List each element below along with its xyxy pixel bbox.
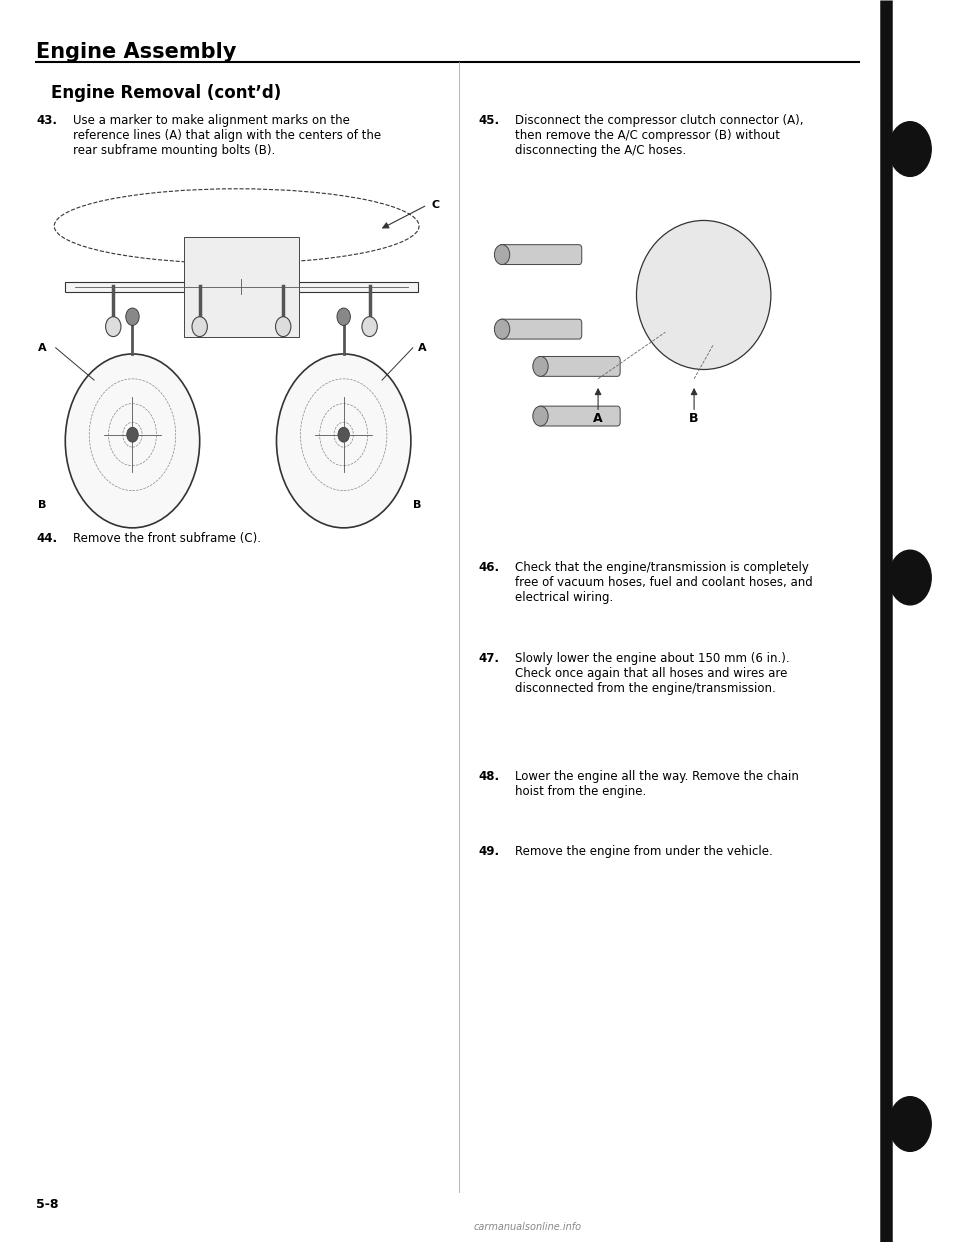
Text: Check that the engine/transmission is completely
free of vacuum hoses, fuel and : Check that the engine/transmission is co… [515,561,812,605]
Circle shape [889,122,931,176]
Text: Remove the engine from under the vehicle.: Remove the engine from under the vehicle… [515,845,772,857]
FancyBboxPatch shape [65,282,418,292]
Text: A: A [38,343,47,353]
Circle shape [889,550,931,605]
Circle shape [338,427,349,442]
Circle shape [126,308,139,325]
Text: 48.: 48. [478,770,499,782]
Text: carmanualsonline.info: carmanualsonline.info [474,1222,582,1232]
Circle shape [494,319,510,339]
FancyBboxPatch shape [499,245,582,265]
FancyBboxPatch shape [499,319,582,339]
Text: A: A [593,412,603,425]
Circle shape [65,354,200,528]
Circle shape [276,317,291,337]
Text: Remove the front subframe (C).: Remove the front subframe (C). [73,532,261,544]
Circle shape [533,356,548,376]
Text: B: B [689,412,699,425]
Ellipse shape [636,221,771,370]
Circle shape [533,406,548,426]
Text: 43.: 43. [36,114,58,127]
Text: 46.: 46. [478,561,499,574]
Text: 44.: 44. [36,532,58,544]
FancyBboxPatch shape [538,406,620,426]
FancyBboxPatch shape [483,180,850,435]
Text: Slowly lower the engine about 150 mm (6 in.).
Check once again that all hoses an: Slowly lower the engine about 150 mm (6 … [515,652,789,696]
Circle shape [192,317,207,337]
Circle shape [494,245,510,265]
Text: B: B [38,501,47,510]
FancyBboxPatch shape [538,356,620,376]
Circle shape [889,1097,931,1151]
Circle shape [362,317,377,337]
FancyBboxPatch shape [36,189,437,528]
Circle shape [337,308,350,325]
Text: 49.: 49. [478,845,499,857]
Text: A: A [418,343,426,353]
Circle shape [106,317,121,337]
Text: C: C [432,200,440,210]
Text: Use a marker to make alignment marks on the
reference lines (A) that align with : Use a marker to make alignment marks on … [73,114,381,158]
Text: Lower the engine all the way. Remove the chain
hoist from the engine.: Lower the engine all the way. Remove the… [515,770,799,799]
Text: Engine Assembly: Engine Assembly [36,42,237,62]
Text: B: B [413,501,421,510]
Text: 47.: 47. [478,652,499,664]
Text: Disconnect the compressor clutch connector (A),
then remove the A/C compressor (: Disconnect the compressor clutch connect… [515,114,804,158]
Circle shape [276,354,411,528]
FancyBboxPatch shape [184,237,300,337]
Text: 5-8: 5-8 [36,1199,59,1211]
Circle shape [127,427,138,442]
Text: 45.: 45. [478,114,499,127]
Text: Engine Removal (cont’d): Engine Removal (cont’d) [51,84,281,102]
